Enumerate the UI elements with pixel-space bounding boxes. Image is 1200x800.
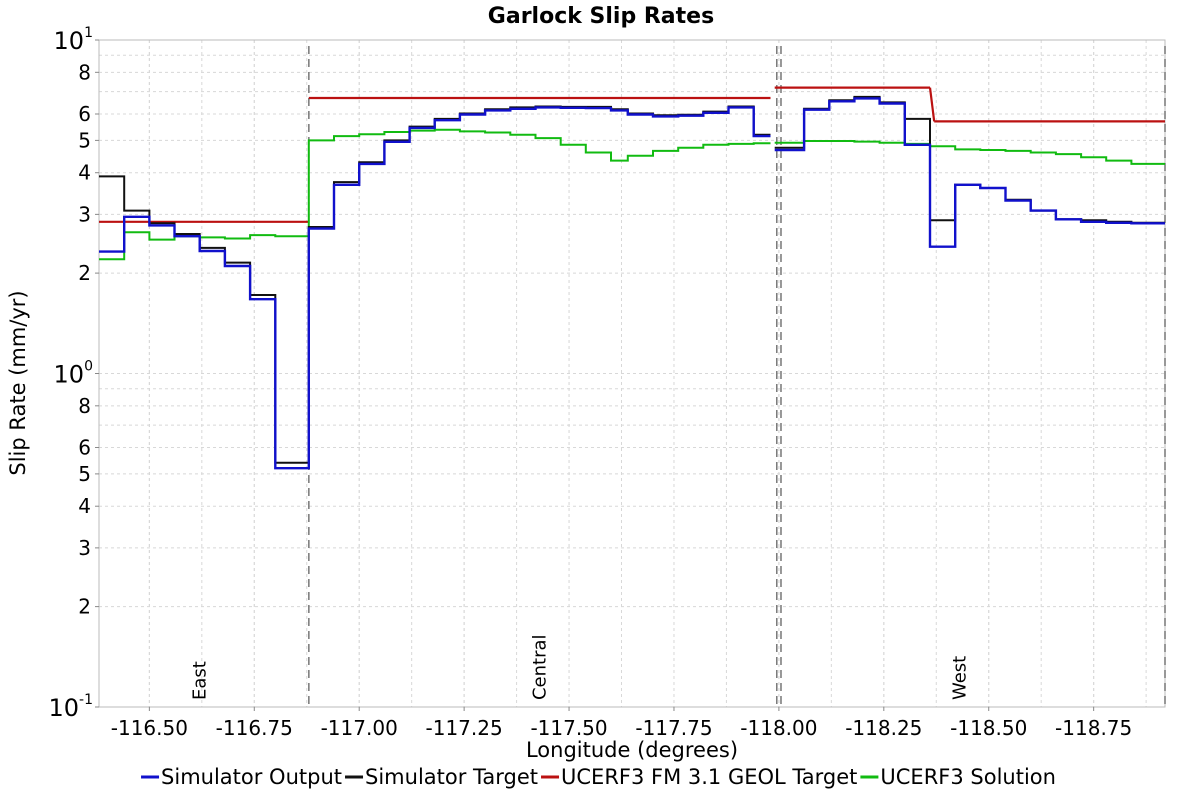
y-major-tick-label: 101 bbox=[54, 25, 93, 55]
y-major-tick-label: 10-1 bbox=[48, 692, 93, 722]
x-tick-label: -116.75 bbox=[216, 716, 293, 740]
y-minor-tick-label: 3 bbox=[78, 536, 91, 560]
y-minor-tick-label: 6 bbox=[78, 102, 91, 126]
series-line-simulator-output bbox=[99, 97, 1165, 470]
x-tick-label: -118.75 bbox=[1055, 716, 1132, 740]
y-minor-tick-label: 2 bbox=[78, 595, 91, 619]
x-tick-label: -117.25 bbox=[426, 716, 503, 740]
x-tick-label: -117.50 bbox=[530, 716, 607, 740]
y-minor-tick-label: 8 bbox=[78, 394, 91, 418]
legend-label: Simulator Target bbox=[365, 765, 538, 789]
y-major-tick-label: 100 bbox=[54, 359, 93, 389]
x-tick-label: -117.75 bbox=[635, 716, 712, 740]
x-tick-label: -116.50 bbox=[111, 716, 188, 740]
section-labels: East Central West bbox=[190, 634, 971, 700]
grid-lines bbox=[99, 39, 1165, 708]
x-axis-label: Longitude (degrees) bbox=[526, 738, 738, 762]
legend: Simulator Output Simulator Target UCERF3 F… bbox=[141, 765, 1056, 789]
y-minor-tick-label: 5 bbox=[78, 462, 91, 486]
y-minor-tick-label: 2 bbox=[78, 261, 91, 285]
data-series bbox=[99, 86, 1165, 470]
section-label: East bbox=[190, 661, 211, 700]
y-minor-tick-label: 4 bbox=[78, 494, 91, 518]
legend-label: Simulator Output bbox=[161, 765, 342, 789]
x-tick-label: -118.25 bbox=[845, 716, 922, 740]
legend-label: UCERF3 FM 3.1 GEOL Target bbox=[561, 765, 857, 789]
y-minor-tick-label: 4 bbox=[78, 161, 91, 185]
series-line-ucerf3-solution bbox=[99, 128, 1165, 261]
section-boundaries bbox=[308, 46, 1166, 707]
y-minor-tick-label: 8 bbox=[78, 60, 91, 84]
series-line-geol-target bbox=[928, 87, 936, 122]
section-label: Central bbox=[530, 634, 551, 700]
section-label: West bbox=[949, 656, 970, 700]
legend-label: UCERF3 Solution bbox=[880, 765, 1056, 789]
x-tick-label: -117.00 bbox=[321, 716, 398, 740]
x-tick-label: -118.00 bbox=[740, 716, 817, 740]
y-minor-tick-label: 5 bbox=[78, 128, 91, 152]
y-minor-tick-label: 6 bbox=[78, 435, 91, 459]
x-axis-ticks: -116.50 -116.75 -117.00 -117.25 -117.50 -117.… bbox=[111, 707, 1132, 740]
x-tick-label: -118.50 bbox=[950, 716, 1027, 740]
y-axis-label: Slip Rate (mm/yr) bbox=[6, 290, 30, 475]
chart-title: Garlock Slip Rates bbox=[488, 4, 714, 29]
y-minor-tick-label: 3 bbox=[78, 202, 91, 226]
